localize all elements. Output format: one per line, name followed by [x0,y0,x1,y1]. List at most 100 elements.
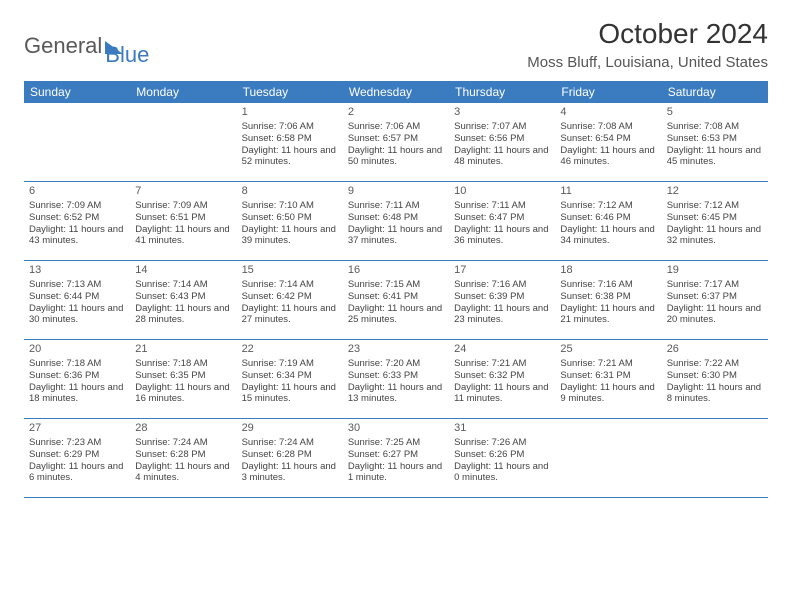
day-cell: 15Sunrise: 7:14 AMSunset: 6:42 PMDayligh… [237,261,343,339]
day-cell: 20Sunrise: 7:18 AMSunset: 6:36 PMDayligh… [24,340,130,418]
sunrise-line: Sunrise: 7:15 AM [348,279,444,291]
empty-cell [24,103,130,181]
day-number: 29 [242,422,338,436]
sunset-line: Sunset: 6:43 PM [135,291,231,303]
sunset-line: Sunset: 6:42 PM [242,291,338,303]
day-cell: 9Sunrise: 7:11 AMSunset: 6:48 PMDaylight… [343,182,449,260]
sunrise-line: Sunrise: 7:07 AM [454,121,550,133]
week-row: 1Sunrise: 7:06 AMSunset: 6:58 PMDaylight… [24,103,768,182]
dow-cell: Wednesday [343,81,449,103]
dow-cell: Tuesday [237,81,343,103]
daylight-line: Daylight: 11 hours and 8 minutes. [667,382,763,406]
day-number: 11 [560,185,656,199]
day-cell: 21Sunrise: 7:18 AMSunset: 6:35 PMDayligh… [130,340,236,418]
day-number: 7 [135,185,231,199]
daylight-line: Daylight: 11 hours and 21 minutes. [560,303,656,327]
day-number: 13 [29,264,125,278]
day-cell: 17Sunrise: 7:16 AMSunset: 6:39 PMDayligh… [449,261,555,339]
day-cell: 12Sunrise: 7:12 AMSunset: 6:45 PMDayligh… [662,182,768,260]
sunset-line: Sunset: 6:30 PM [667,370,763,382]
week-row: 6Sunrise: 7:09 AMSunset: 6:52 PMDaylight… [24,182,768,261]
title-block: October 2024 Moss Bluff, Louisiana, Unit… [527,18,768,71]
daylight-line: Daylight: 11 hours and 28 minutes. [135,303,231,327]
daylight-line: Daylight: 11 hours and 18 minutes. [29,382,125,406]
sunrise-line: Sunrise: 7:11 AM [454,200,550,212]
day-number: 10 [454,185,550,199]
sunrise-line: Sunrise: 7:09 AM [29,200,125,212]
day-cell: 24Sunrise: 7:21 AMSunset: 6:32 PMDayligh… [449,340,555,418]
daylight-line: Daylight: 11 hours and 34 minutes. [560,224,656,248]
sunrise-line: Sunrise: 7:13 AM [29,279,125,291]
day-number: 31 [454,422,550,436]
sunrise-line: Sunrise: 7:19 AM [242,358,338,370]
sunrise-line: Sunrise: 7:16 AM [560,279,656,291]
sunset-line: Sunset: 6:39 PM [454,291,550,303]
sunrise-line: Sunrise: 7:24 AM [135,437,231,449]
day-cell: 29Sunrise: 7:24 AMSunset: 6:28 PMDayligh… [237,419,343,497]
daylight-line: Daylight: 11 hours and 43 minutes. [29,224,125,248]
empty-cell [130,103,236,181]
day-number: 24 [454,343,550,357]
sunrise-line: Sunrise: 7:18 AM [29,358,125,370]
day-number: 25 [560,343,656,357]
sunset-line: Sunset: 6:56 PM [454,133,550,145]
daylight-line: Daylight: 11 hours and 52 minutes. [242,145,338,169]
day-number: 5 [667,106,763,120]
sunset-line: Sunset: 6:48 PM [348,212,444,224]
daylight-line: Daylight: 11 hours and 4 minutes. [135,461,231,485]
sunset-line: Sunset: 6:35 PM [135,370,231,382]
daylight-line: Daylight: 11 hours and 39 minutes. [242,224,338,248]
day-cell: 27Sunrise: 7:23 AMSunset: 6:29 PMDayligh… [24,419,130,497]
day-number: 19 [667,264,763,278]
daylight-line: Daylight: 11 hours and 9 minutes. [560,382,656,406]
sunrise-line: Sunrise: 7:12 AM [667,200,763,212]
day-cell: 8Sunrise: 7:10 AMSunset: 6:50 PMDaylight… [237,182,343,260]
sunrise-line: Sunrise: 7:18 AM [135,358,231,370]
sunset-line: Sunset: 6:58 PM [242,133,338,145]
week-row: 27Sunrise: 7:23 AMSunset: 6:29 PM Dayligh… [24,419,768,498]
dow-cell: Saturday [662,81,768,103]
day-cell: 16Sunrise: 7:15 AMSunset: 6:41 PMDayligh… [343,261,449,339]
dow-cell: Friday [555,81,661,103]
day-cell: 30Sunrise: 7:25 AMSunset: 6:27 PMDayligh… [343,419,449,497]
day-cell: 19Sunrise: 7:17 AMSunset: 6:37 PMDayligh… [662,261,768,339]
day-number: 27 [29,422,125,436]
sunrise-line: Sunrise: 7:21 AM [560,358,656,370]
logo-word-1: General [24,33,102,59]
day-cell: 28Sunrise: 7:24 AMSunset: 6:28 PMDayligh… [130,419,236,497]
daylight-line: Daylight: 11 hours and 32 minutes. [667,224,763,248]
daylight-line: Daylight: 11 hours and 0 minutes. [454,461,550,485]
daylight-line: Daylight: 11 hours and 20 minutes. [667,303,763,327]
sunset-line: Sunset: 6:26 PM [454,449,550,461]
day-number: 18 [560,264,656,278]
day-cell: 22Sunrise: 7:19 AMSunset: 6:34 PMDayligh… [237,340,343,418]
weeks-container: 1Sunrise: 7:06 AMSunset: 6:58 PMDaylight… [24,103,768,498]
month-title: October 2024 [527,18,768,50]
sunrise-line: Sunrise: 7:16 AM [454,279,550,291]
day-cell: 14Sunrise: 7:14 AMSunset: 6:43 PMDayligh… [130,261,236,339]
week-row: 13Sunrise: 7:13 AMSunset: 6:44 PM Dayligh… [24,261,768,340]
day-number: 15 [242,264,338,278]
daylight-line: Daylight: 11 hours and 45 minutes. [667,145,763,169]
day-number: 23 [348,343,444,357]
sunset-line: Sunset: 6:50 PM [242,212,338,224]
day-number: 1 [242,106,338,120]
day-number: 9 [348,185,444,199]
sunset-line: Sunset: 6:29 PM [29,449,125,461]
daylight-line: Daylight: 11 hours and 25 minutes. [348,303,444,327]
daylight-line: Daylight: 11 hours and 41 minutes. [135,224,231,248]
day-cell: 31Sunrise: 7:26 AMSunset: 6:26 PMDayligh… [449,419,555,497]
logo-word-2: Blue [105,24,149,68]
sunset-line: Sunset: 6:53 PM [667,133,763,145]
sunset-line: Sunset: 6:44 PM [29,291,125,303]
sunrise-line: Sunrise: 7:23 AM [29,437,125,449]
day-number: 20 [29,343,125,357]
day-number: 26 [667,343,763,357]
sunrise-line: Sunrise: 7:22 AM [667,358,763,370]
day-number: 28 [135,422,231,436]
calendar: SundayMondayTuesdayWednesdayThursdayFrid… [24,81,768,498]
day-number: 17 [454,264,550,278]
day-number: 6 [29,185,125,199]
daylight-line: Daylight: 11 hours and 3 minutes. [242,461,338,485]
sunset-line: Sunset: 6:38 PM [560,291,656,303]
